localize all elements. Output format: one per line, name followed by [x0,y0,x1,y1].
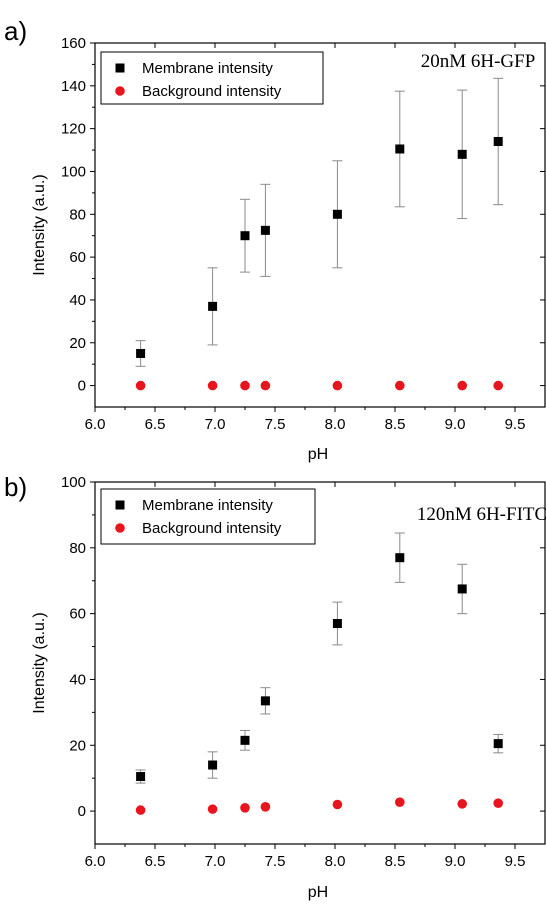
background-point [207,380,218,391]
x-tick-label: 9.0 [445,853,466,870]
x-tick-label: 8.0 [325,853,346,870]
legend-square-marker [115,500,125,510]
background-point [135,805,146,815]
x-tick-label: 9.0 [445,416,466,433]
y-tick-label: 40 [69,292,86,309]
background-point [395,380,405,391]
y-tick-label: 20 [69,737,86,754]
legend-entry: Membrane intensity [142,60,273,77]
legend: Membrane intensity Background intensity [100,488,316,545]
chart-annotation: 20nM 6H-GFP [421,51,536,72]
x-tick-label: 8.5 [385,853,406,870]
x-tick-label: 9.5 [505,416,526,433]
background-point [135,380,146,391]
x-tick-label: 8.0 [325,416,346,433]
y-tick-label: 80 [69,206,86,223]
plot-frame [94,481,546,845]
x-tick-label: 6.0 [85,853,106,870]
membrane-point [493,739,503,749]
y-tick-label: 0 [78,803,86,820]
legend-circle-marker [115,86,125,96]
chart-panel-b: b) 6.0 6.5 7.0 7.5 8.0 8.5 9.0 9.5 0 20 40 60 80 100 pH… [4,472,546,901]
membrane-point [208,301,218,311]
membrane-point [395,144,405,154]
y-tick-label: 80 [69,540,86,557]
y-axis-label: Intensity (a.u.) [31,174,48,275]
y-tick-label: 140 [61,78,86,95]
y-tick-label: 100 [61,474,86,491]
y-tick-label: 40 [69,671,86,688]
membrane-point [240,231,250,241]
legend: Membrane intensity Background intensity [100,51,324,105]
background-point [457,799,468,809]
chart-panel-a: a) 6.0 6.5 7.0 7.5 8.0 8.5 9.0 9.5 0 20 40 60 80 100 12… [4,16,546,463]
x-tick-label: 8.5 [385,416,406,433]
background-point [395,797,405,808]
x-tick-label: 6.5 [145,853,166,870]
y-axis-label: Intensity (a.u.) [31,612,48,713]
x-axis-label: pH [308,446,328,463]
background-point [240,380,250,391]
legend-box [100,488,316,545]
membrane-point [493,136,503,146]
x-tick-label: 7.5 [265,853,286,870]
x-axis-label: pH [308,884,328,901]
legend-box [100,51,324,105]
membrane-point [240,735,250,745]
x-tick-label: 7.0 [205,853,226,870]
membrane-point [136,772,146,782]
y-tick-label: 100 [61,163,86,180]
background-point [493,380,504,391]
membrane-point [260,225,270,235]
membrane-point [136,348,146,358]
background-point [332,380,343,391]
background-point [260,802,271,812]
y-tick-label: 0 [78,378,86,395]
y-tick-label: 20 [69,335,86,352]
background-point [260,380,271,391]
membrane-point [457,149,467,159]
x-tick-label: 7.5 [265,416,286,433]
y-tick-label: 60 [69,249,86,266]
y-tick-label: 60 [69,606,86,623]
membrane-point [260,696,270,706]
membrane-point [208,760,218,770]
x-tick-label: 6.5 [145,416,166,433]
membrane-point [395,553,405,563]
x-tick-label: 6.0 [85,416,106,433]
y-tick-label: 120 [61,121,86,138]
plot-frame [94,42,546,408]
background-point [332,799,343,810]
legend-entry: Membrane intensity [142,497,273,514]
membrane-point [332,619,342,629]
background-point [457,380,468,391]
background-point [493,798,504,808]
y-tick-label: 160 [61,35,86,52]
background-point [207,804,218,814]
panel-letter: b) [4,472,27,502]
membrane-point [332,209,342,219]
panel-letter: a) [4,16,27,46]
legend-square-marker [115,63,125,73]
membrane-point [457,584,467,594]
chart-annotation: 120nM 6H-FITC [417,504,546,525]
legend-circle-marker [115,523,125,533]
legend-entry: Background intensity [142,520,282,537]
background-point [240,803,250,813]
legend-entry: Background intensity [142,83,282,100]
x-tick-label: 9.5 [505,853,526,870]
x-tick-label: 7.0 [205,416,226,433]
